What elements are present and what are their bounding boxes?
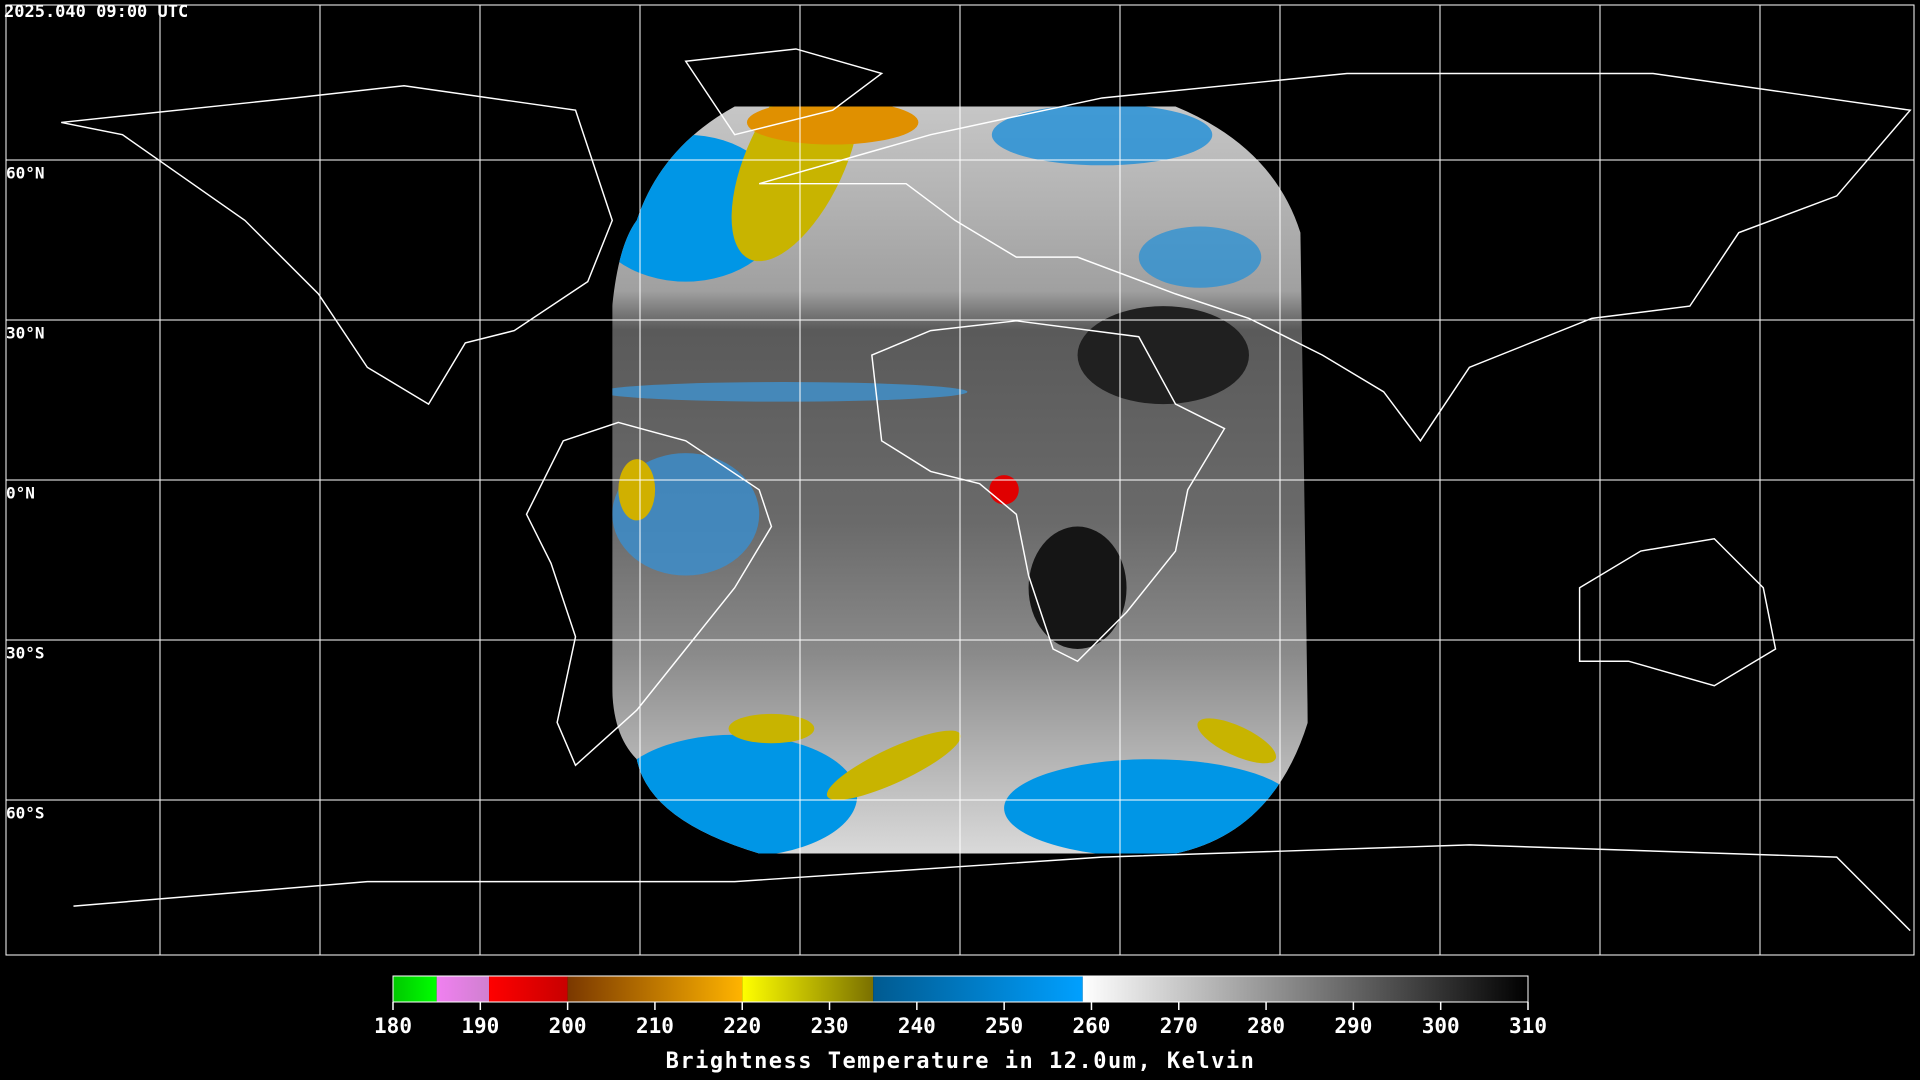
colorbar-frame [392, 975, 1529, 1003]
colorbar-tick-label: 220 [723, 1014, 761, 1038]
latitude-label: 0°N [6, 484, 35, 503]
map-layer [61, 48, 1912, 932]
colorbar-tick-label: 180 [374, 1014, 412, 1038]
latitude-label: 30°S [6, 644, 45, 663]
colorbar-segment [873, 976, 1083, 1002]
colorbar-tick-label: 190 [461, 1014, 499, 1038]
colorbar-tick-label: 280 [1247, 1014, 1285, 1038]
colorbar-tick-label: 290 [1334, 1014, 1372, 1038]
colorbar-tick-label: 310 [1509, 1014, 1547, 1038]
colorbar-tick-label: 200 [549, 1014, 587, 1038]
colorbar-tick-label: 250 [985, 1014, 1023, 1038]
colorbar-tick-label: 240 [898, 1014, 936, 1038]
timestamp: 2025.040 09:00 UTC [4, 2, 188, 22]
colorbar-segment [489, 976, 568, 1002]
colorbar-title: Brightness Temperature in 12.0um, Kelvin [666, 1049, 1256, 1074]
colorbar-tick-label: 230 [811, 1014, 849, 1038]
colorbar-segment [742, 976, 874, 1002]
graticule [5, 4, 1915, 956]
colorbar-tick-label: 300 [1422, 1014, 1460, 1038]
colorbar-tick-label: 260 [1072, 1014, 1110, 1038]
colorbar-tick-label: 270 [1160, 1014, 1198, 1038]
colorbar-segment [393, 976, 437, 1002]
latitude-label: 60°N [6, 164, 45, 183]
colorbar-segment [567, 976, 743, 1002]
colorbar-segment [436, 976, 490, 1002]
colorbar-segment [1082, 976, 1528, 1002]
colorbar-tick-label: 210 [636, 1014, 674, 1038]
coastlines [61, 48, 1912, 932]
latitude-label: 60°S [6, 804, 45, 823]
latitude-label: 30°N [6, 324, 45, 343]
satellite-image [612, 106, 1308, 854]
